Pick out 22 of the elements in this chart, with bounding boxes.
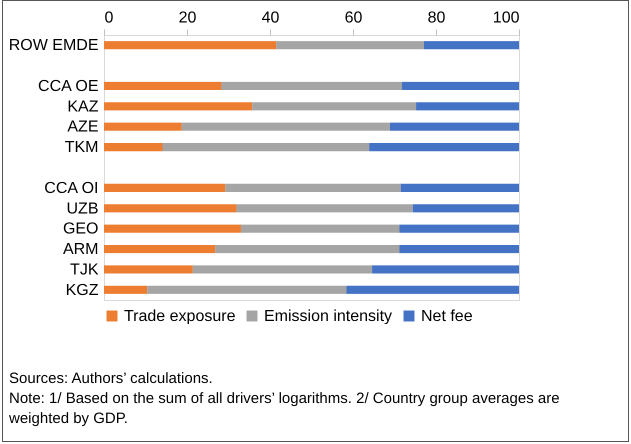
y-tick-label: ROW EMDE bbox=[8, 37, 98, 54]
y-tick-label: KAZ bbox=[67, 98, 99, 116]
y-tick-label: UZB bbox=[66, 200, 98, 218]
source-note: Sources: Authors’ calculations. bbox=[9, 369, 214, 389]
y-tick-label: TKM bbox=[64, 139, 98, 156]
x-tick-label: 80 bbox=[428, 10, 446, 26]
x-tick-label: 60 bbox=[344, 10, 362, 26]
y-tick-label: CCA OE bbox=[38, 78, 98, 95]
x-tick-label: 100 bbox=[492, 10, 520, 26]
y-tick-label: AZE bbox=[67, 118, 98, 136]
legend-label: Emission intensity bbox=[264, 308, 392, 325]
y-tick-label: CCA OI bbox=[44, 180, 98, 197]
y-tick-label: ARM bbox=[62, 241, 98, 258]
x-tick-label: 0 bbox=[104, 10, 114, 26]
legend-label: Net fee bbox=[421, 308, 473, 325]
x-tick-label: 40 bbox=[262, 10, 280, 26]
text: Note: 1/ Based on the sum of all drivers’ logarithms. 2/ Country group averages are weighted by GDP. bbox=[9, 389, 561, 429]
y-tick-label: TJK bbox=[70, 261, 99, 278]
y-tick-label: GEO bbox=[62, 220, 98, 238]
legend-label: Trade exposure bbox=[124, 308, 236, 325]
y-tick-label: KGZ bbox=[66, 282, 99, 299]
x-tick-label: 20 bbox=[178, 10, 196, 26]
